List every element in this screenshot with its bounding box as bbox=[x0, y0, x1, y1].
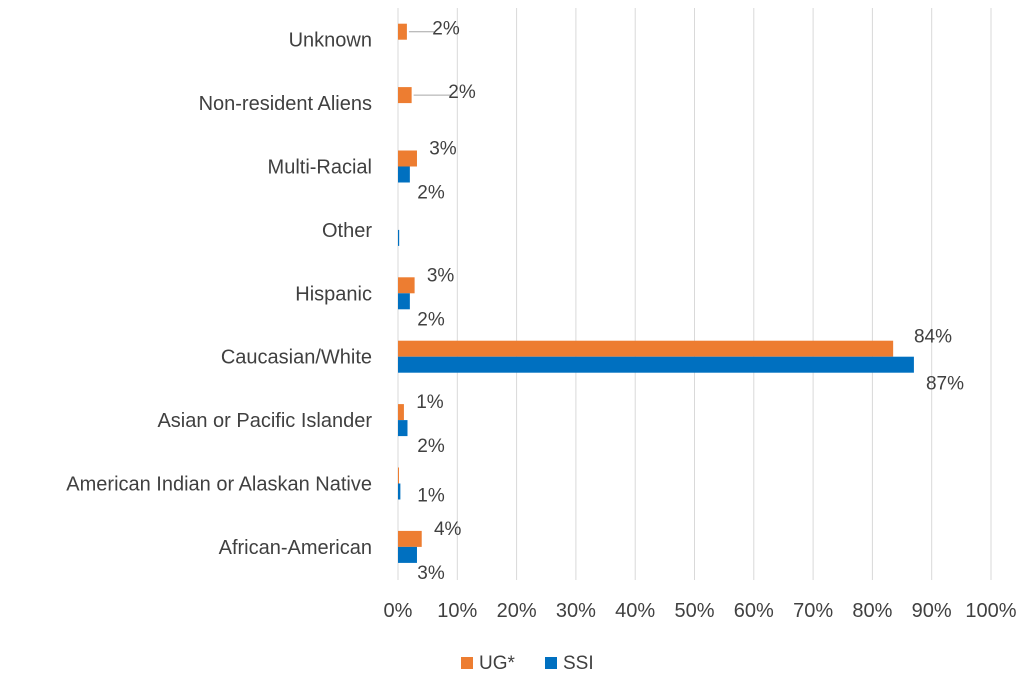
x-tick-label: 40% bbox=[615, 600, 655, 622]
data-label-ug: 84% bbox=[914, 327, 952, 348]
data-label-ug: 3% bbox=[427, 265, 455, 286]
category-label: Multi-Racial bbox=[268, 157, 372, 179]
data-label-ug: 3% bbox=[429, 139, 457, 160]
x-tick-label: 10% bbox=[437, 600, 477, 622]
bar-ssi bbox=[398, 356, 914, 373]
bar-ug bbox=[398, 404, 404, 421]
x-tick-label: 0% bbox=[384, 600, 413, 622]
bar-ssi bbox=[398, 420, 408, 437]
legend-label-ssi: SSI bbox=[563, 653, 594, 674]
category-label: American Indian or Alaskan Native bbox=[66, 474, 372, 496]
bar-ssi bbox=[398, 293, 410, 310]
x-tick-label: 100% bbox=[965, 600, 1016, 622]
legend-swatch-ug bbox=[461, 657, 473, 669]
x-tick-label: 80% bbox=[852, 600, 892, 622]
data-label-ssi: 87% bbox=[926, 374, 964, 395]
x-tick-label: 90% bbox=[912, 600, 952, 622]
bar-ssi bbox=[398, 546, 417, 563]
bar-ssi bbox=[398, 483, 401, 500]
category-label: Hispanic bbox=[295, 283, 372, 305]
legend-label-ug: UG* bbox=[479, 653, 516, 674]
legend-swatch-ssi bbox=[545, 657, 557, 669]
bars bbox=[398, 23, 914, 563]
data-labels: 2% 2% 3% 2% 3% 2% 84% 87% 1% 2% 1% 4% 3% bbox=[408, 19, 964, 584]
data-label-ug: 2% bbox=[448, 82, 476, 103]
category-label: Caucasian/White bbox=[221, 347, 372, 369]
bar-ug bbox=[398, 467, 399, 484]
data-label-ug: 1% bbox=[416, 392, 444, 413]
data-label-ssi: 2% bbox=[417, 309, 445, 330]
data-label-ssi: 2% bbox=[417, 183, 445, 204]
bar-ug bbox=[398, 23, 407, 40]
bar-ug bbox=[398, 87, 412, 104]
x-tick-label: 70% bbox=[793, 600, 833, 622]
x-tick-label: 60% bbox=[734, 600, 774, 622]
x-tick-labels: 0% 10% 20% 30% 40% 50% 60% 70% 80% 90% 100% bbox=[384, 600, 1017, 622]
bar-ssi bbox=[398, 166, 410, 183]
category-labels: Unknown Non-resident Aliens Multi-Racial Ot… bbox=[66, 30, 372, 559]
data-label-ssi: 2% bbox=[417, 436, 445, 457]
x-tick-label: 20% bbox=[497, 600, 537, 622]
category-label: Other bbox=[322, 220, 372, 242]
bar-ug bbox=[398, 150, 417, 167]
bar-ug bbox=[398, 530, 422, 547]
data-label-ssi: 3% bbox=[417, 563, 445, 584]
x-tick-label: 30% bbox=[556, 600, 596, 622]
category-label: Asian or Pacific Islander bbox=[157, 410, 372, 432]
data-label-ssi: 1% bbox=[417, 486, 445, 507]
gridlines bbox=[397, 8, 992, 580]
category-label: African-American bbox=[219, 537, 372, 559]
data-label-ug: 2% bbox=[432, 19, 460, 40]
x-tick-label: 50% bbox=[674, 600, 714, 622]
category-label: Non-resident Aliens bbox=[199, 93, 372, 115]
category-label: Unknown bbox=[289, 30, 372, 52]
data-label-ug: 4% bbox=[434, 519, 462, 540]
bar-ssi bbox=[398, 229, 400, 246]
legend: UG* SSI bbox=[461, 653, 594, 674]
bar-ug bbox=[398, 340, 894, 357]
bar-ug bbox=[398, 277, 415, 294]
